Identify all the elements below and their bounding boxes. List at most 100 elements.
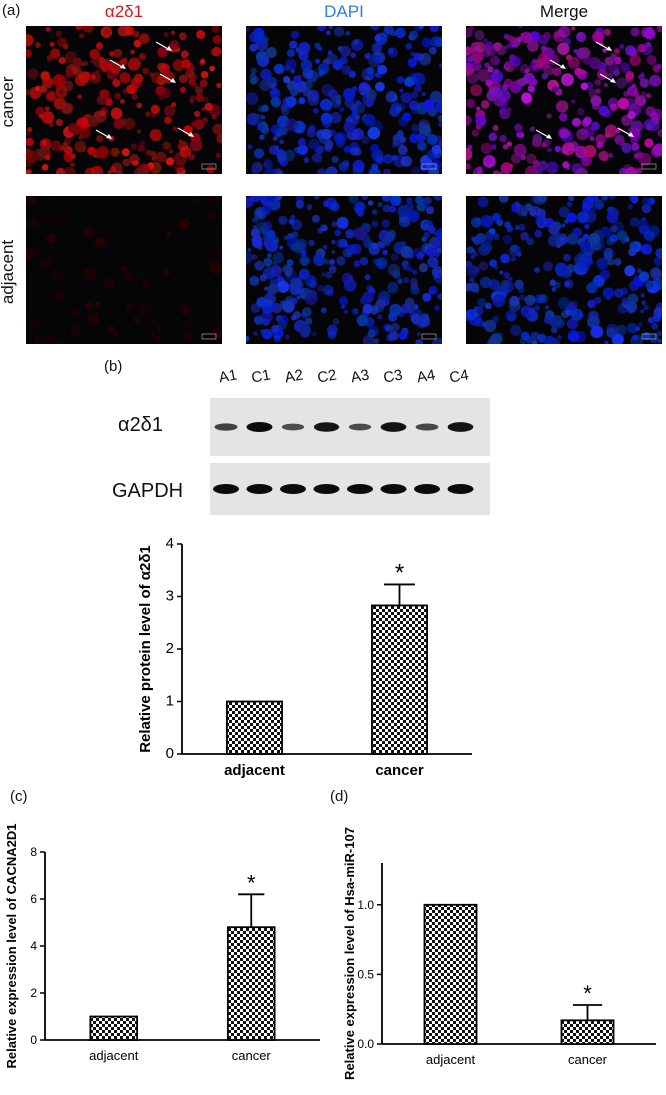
cell-spot (279, 315, 289, 325)
cell-spot (169, 40, 180, 50)
cell-spot (172, 59, 185, 72)
cell-spot (579, 47, 591, 59)
cell-spot (265, 47, 277, 58)
cell-spot (602, 48, 607, 53)
arrow-head (606, 46, 612, 51)
cell-spot (499, 270, 504, 275)
cell-spot (193, 83, 199, 89)
cell-spot (466, 283, 473, 290)
cell-spot (466, 148, 473, 161)
cell-spot (278, 120, 283, 125)
cell-spot (561, 223, 566, 228)
cell-spot (657, 254, 662, 260)
cell-spot (557, 335, 562, 340)
cell-spot (333, 131, 347, 145)
cell-spot (318, 69, 325, 77)
panel-d-letter: (d) (330, 788, 349, 805)
cell-spot (327, 330, 337, 340)
cell-spot (370, 143, 380, 154)
cell-spot (352, 308, 359, 315)
cell-spot (162, 141, 171, 150)
cell-spot (497, 96, 509, 108)
cell-spot (184, 320, 191, 327)
cell-spot (96, 42, 103, 50)
cell-spot (141, 280, 149, 288)
cell-spot (258, 105, 265, 113)
cell-spot (371, 42, 382, 53)
cell-spot (352, 101, 366, 115)
chart-d: 0.0 0.5 1.0 adjacent * cancer Relative express… (342, 827, 656, 1080)
blot-band (415, 423, 439, 431)
cell-spot (407, 210, 420, 223)
cell-spot (150, 104, 160, 114)
cell-spot (603, 82, 609, 88)
cell-spot (625, 167, 638, 174)
cell-spot (260, 114, 266, 120)
cell-spot (626, 85, 638, 97)
cell-spot (334, 26, 345, 37)
cell-spot (93, 111, 101, 119)
cell-spot (345, 229, 355, 239)
cell-spot (150, 151, 157, 157)
cell-spot (194, 110, 201, 117)
cell-spot (349, 146, 359, 156)
cell-spot (272, 261, 278, 266)
cell-spot (483, 38, 488, 43)
cell-spot (472, 311, 479, 318)
cell-spot (617, 97, 630, 110)
cell-spot (480, 241, 492, 253)
cell-spot (543, 31, 552, 40)
cell-spot (290, 297, 298, 305)
cell-spot (312, 152, 323, 163)
cell-spot (105, 58, 111, 64)
cell-spot (546, 147, 552, 153)
cell-spot (151, 156, 157, 162)
cell-spot (645, 106, 656, 117)
cell-spot (375, 257, 388, 270)
cell-spot (45, 26, 51, 32)
cell-spot (487, 337, 499, 344)
cell-spot (377, 64, 387, 75)
cell-spot (412, 270, 418, 275)
cell-spot (200, 58, 206, 64)
cell-spot (529, 127, 535, 132)
cell-spot (46, 54, 54, 62)
cell-spot (583, 126, 595, 138)
blot-band (246, 422, 273, 432)
cell-spot (412, 72, 426, 86)
cell-spot (656, 330, 662, 337)
cell-spot (516, 204, 529, 217)
cell-spot (261, 328, 273, 340)
cell-spot (466, 309, 477, 321)
y-axis-label: Relative expression level of CACNA2D1 (4, 824, 19, 1069)
cell-spot (467, 144, 473, 150)
cell-spot (70, 124, 82, 136)
cell-spot (574, 145, 588, 159)
micrograph-adjacent-merge (466, 196, 662, 344)
cell-spot (259, 274, 267, 282)
cell-spot (95, 302, 101, 308)
cell-spot (640, 91, 647, 98)
panel-b-letter: (b) (104, 358, 123, 375)
cell-spot (417, 141, 427, 151)
cell-spot (138, 304, 150, 316)
cell-spot (526, 237, 535, 246)
cell-spot (583, 116, 592, 126)
cell-spot (374, 72, 380, 78)
cell-spot (492, 125, 499, 131)
cell-spot (53, 97, 66, 110)
blot-band (380, 422, 407, 432)
cell-spot (601, 154, 609, 162)
cell-spot (179, 32, 187, 41)
cell-spot (306, 204, 313, 211)
cell-spot (62, 43, 69, 50)
cell-spot (79, 33, 85, 39)
cell-spot (262, 221, 273, 231)
cell-spot (615, 77, 627, 89)
cell-spot (336, 94, 342, 100)
cell-spot (260, 68, 272, 81)
cell-spot (291, 30, 300, 39)
cell-spot (321, 272, 327, 277)
cell-spot (271, 324, 280, 334)
cell-spot (485, 79, 493, 87)
